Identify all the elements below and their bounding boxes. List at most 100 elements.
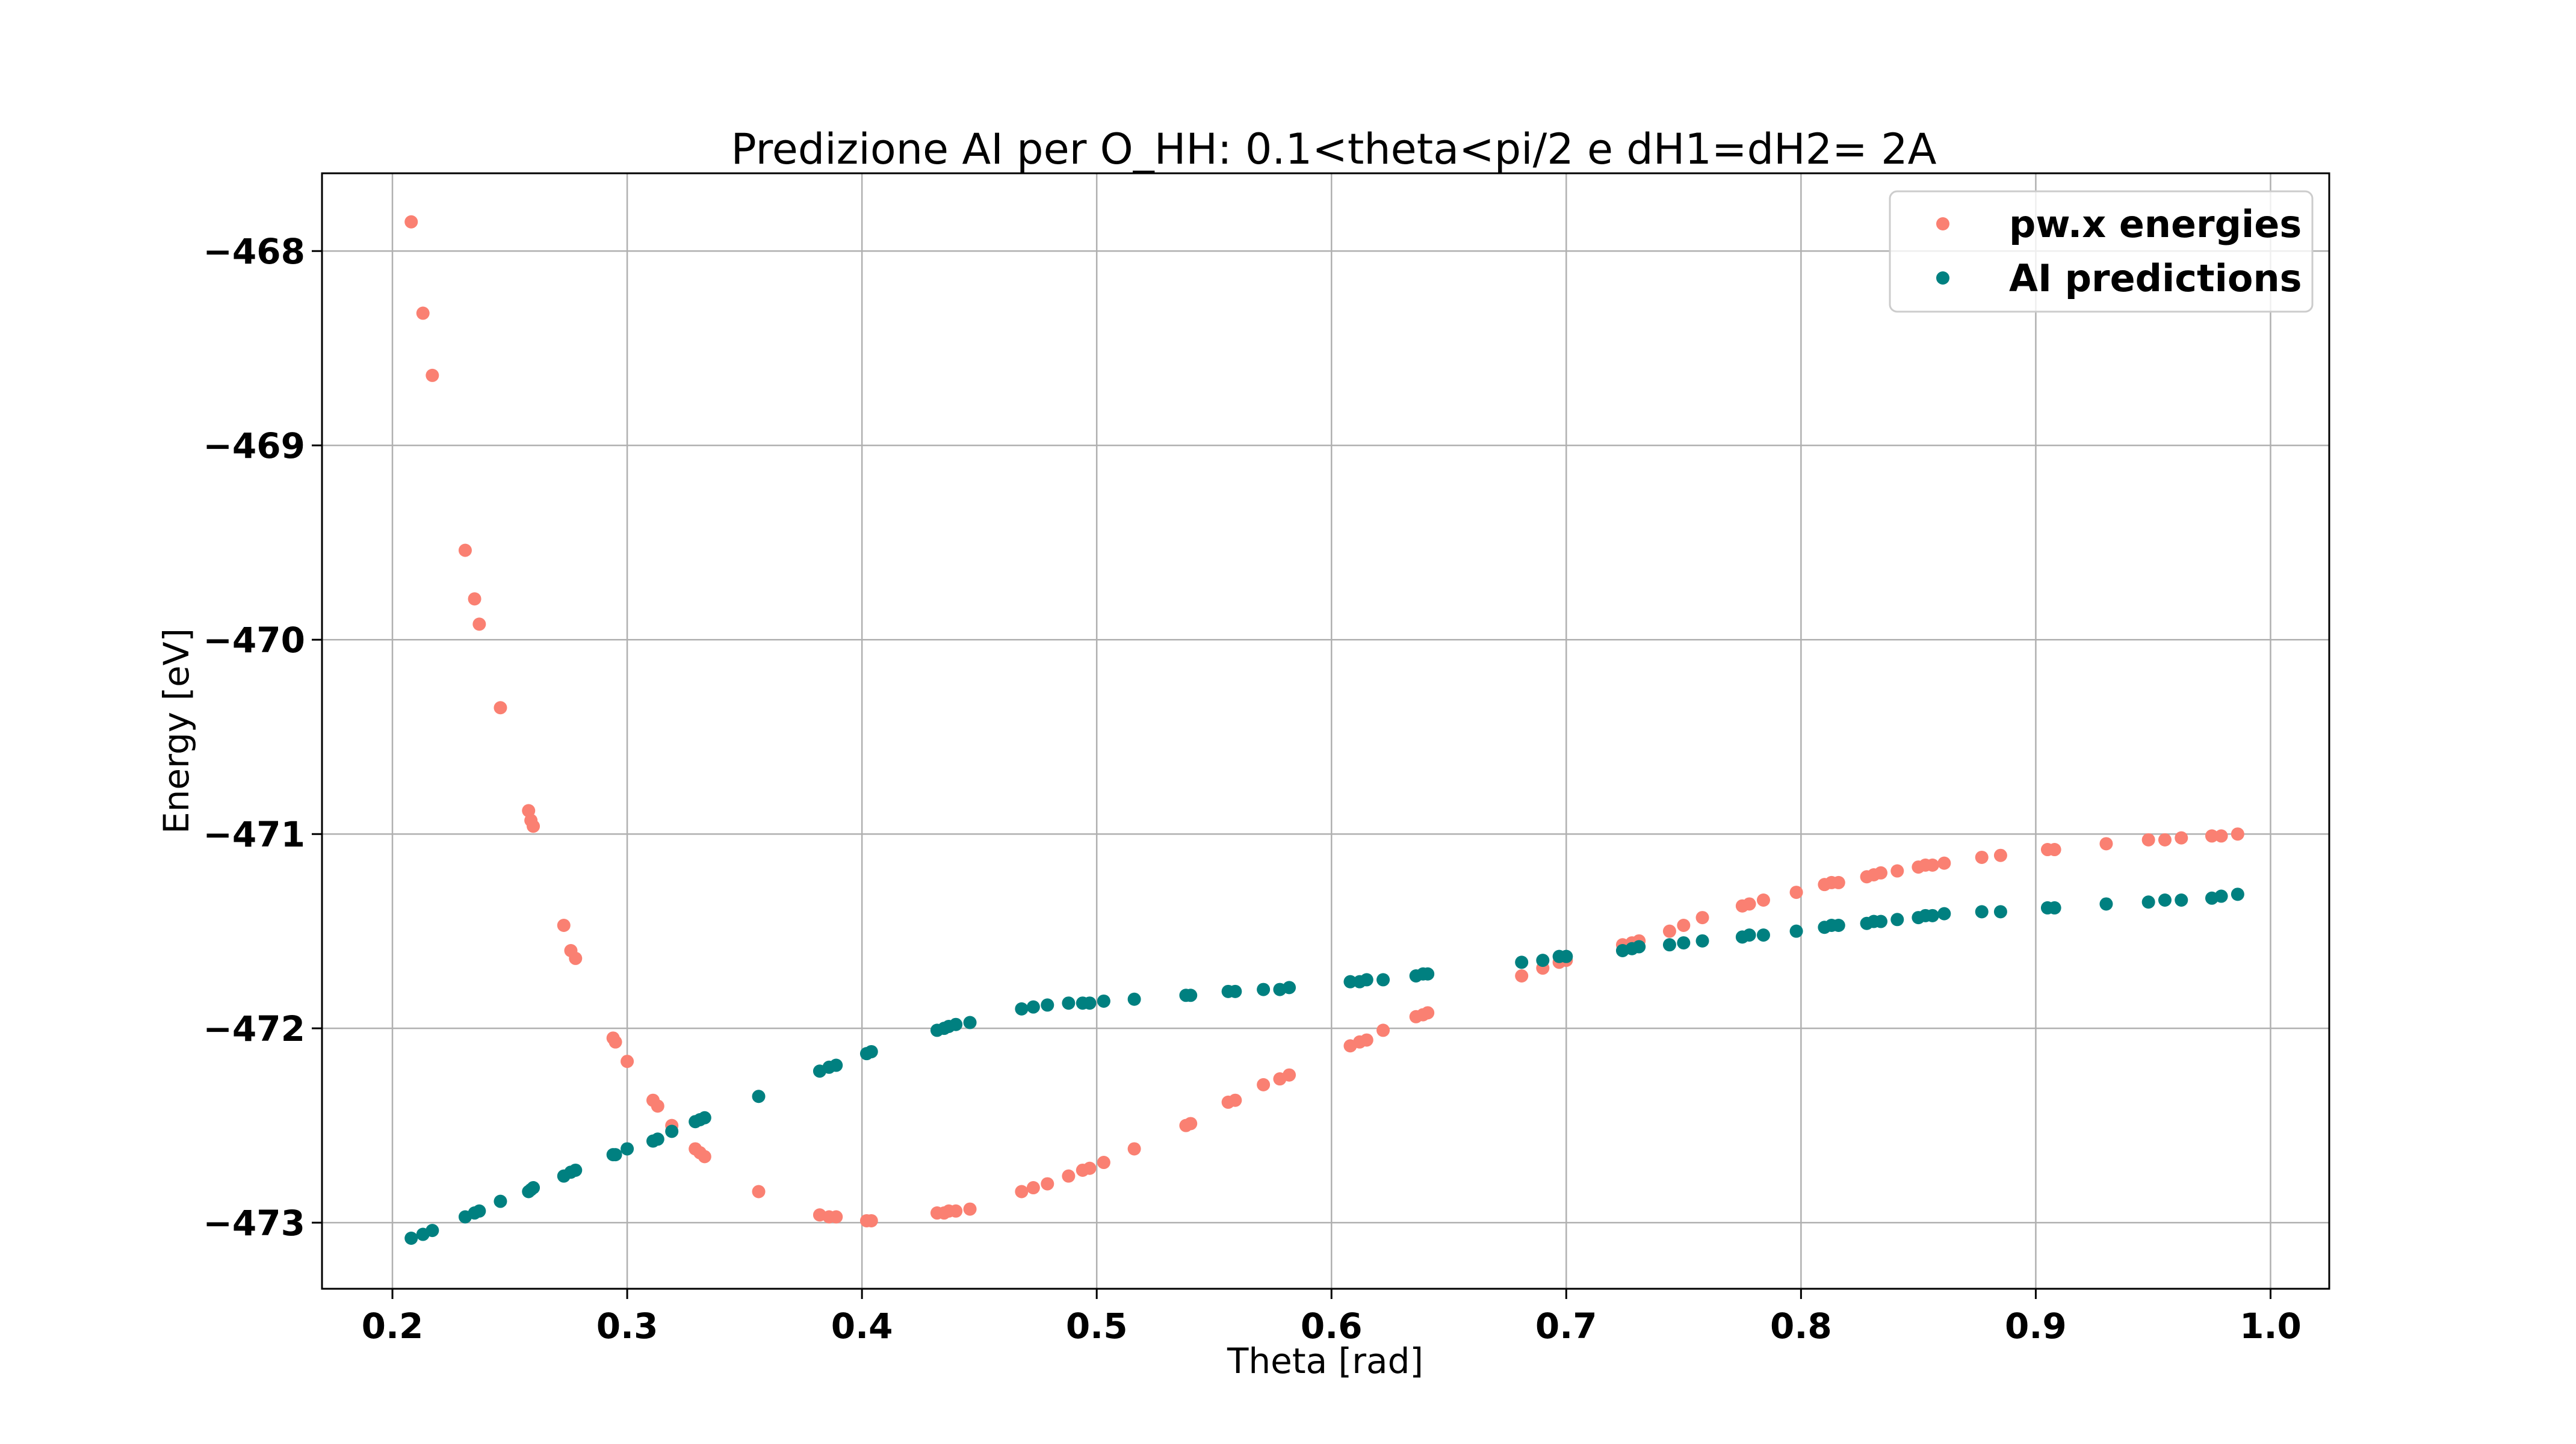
- data-point: [2141, 833, 2155, 847]
- data-point: [1421, 1006, 1435, 1020]
- data-point: [1677, 936, 1691, 950]
- data-point: [1083, 996, 1097, 1010]
- data-point: [1632, 940, 1646, 954]
- data-point: [621, 1142, 634, 1156]
- data-point: [651, 1132, 664, 1146]
- data-points: [404, 215, 2244, 1245]
- data-point: [829, 1058, 843, 1072]
- data-point: [416, 306, 430, 320]
- legend-label: pw.x energies: [2009, 202, 2302, 246]
- legend: pw.x energies AI predictions: [1889, 190, 2314, 313]
- series-2: [404, 887, 2244, 1245]
- plot-frame: [321, 172, 2330, 1290]
- data-point: [472, 617, 486, 631]
- data-point: [2175, 893, 2188, 907]
- data-point: [2175, 831, 2188, 845]
- y-tick-label: −471: [203, 814, 305, 855]
- data-point: [1925, 858, 1939, 872]
- data-point: [1874, 915, 1887, 928]
- data-point: [1026, 1181, 1040, 1195]
- data-point: [1756, 893, 1770, 907]
- data-point: [949, 1017, 963, 1031]
- x-tick-label: 0.2: [362, 1306, 424, 1347]
- data-point: [2099, 897, 2113, 911]
- legend-box: [1889, 190, 2314, 313]
- x-tick-label: 0.9: [2005, 1306, 2067, 1347]
- data-point: [608, 1148, 622, 1162]
- data-point: [651, 1099, 664, 1113]
- data-point: [1937, 907, 1951, 921]
- data-point: [1015, 1002, 1029, 1016]
- data-point: [829, 1210, 843, 1224]
- data-point: [468, 592, 481, 606]
- data-point: [1015, 1185, 1029, 1199]
- data-point: [621, 1055, 634, 1069]
- data-point: [1026, 1000, 1040, 1014]
- data-point: [864, 1044, 878, 1058]
- data-point: [1975, 850, 1989, 864]
- data-point: [1062, 1169, 1076, 1183]
- data-point: [557, 918, 571, 932]
- data-point: [1184, 989, 1198, 1002]
- data-point: [608, 1035, 622, 1049]
- data-point: [698, 1150, 711, 1164]
- data-point: [1756, 928, 1770, 942]
- x-tick-label: 0.3: [596, 1306, 658, 1347]
- data-point: [1283, 981, 1296, 995]
- data-point: [1515, 969, 1529, 983]
- x-tick-label: 0.7: [1535, 1306, 1597, 1347]
- data-point: [2231, 827, 2244, 841]
- data-point: [426, 1224, 439, 1238]
- data-point: [1083, 1161, 1097, 1175]
- data-point: [1360, 1033, 1373, 1047]
- data-point: [569, 951, 583, 965]
- data-point: [569, 1163, 583, 1177]
- data-point: [527, 819, 540, 833]
- y-axis-label: Energy [eV]: [156, 628, 197, 834]
- data-point: [1097, 1156, 1110, 1170]
- data-point: [2214, 889, 2228, 903]
- data-point: [1789, 886, 1803, 899]
- legend-marker: [1936, 217, 1949, 230]
- data-point: [1376, 973, 1390, 987]
- data-point: [1041, 1177, 1054, 1191]
- data-point: [1536, 954, 1550, 967]
- x-tick-label: 0.8: [1770, 1306, 1832, 1347]
- data-point: [1695, 934, 1709, 948]
- data-point: [1890, 864, 1904, 878]
- data-point: [1228, 1093, 1242, 1107]
- data-point: [963, 1016, 977, 1029]
- y-tick-label: −470: [203, 620, 305, 661]
- y-tick-label: −473: [203, 1203, 305, 1244]
- data-point: [472, 1204, 486, 1218]
- data-point: [864, 1214, 878, 1227]
- data-point: [1975, 905, 1989, 919]
- data-point: [2158, 833, 2172, 847]
- chart-title: Predizione AI per O_HH: 0.1<theta<pi/2 e…: [731, 125, 1937, 174]
- data-point: [1515, 955, 1529, 969]
- data-point: [698, 1111, 711, 1125]
- x-axis-label: Theta [rad]: [1227, 1341, 1423, 1381]
- data-point: [949, 1204, 963, 1218]
- data-point: [458, 543, 472, 557]
- data-point: [2048, 901, 2061, 915]
- data-point: [1937, 856, 1951, 870]
- data-point: [752, 1185, 766, 1199]
- x-tick-label: 0.5: [1066, 1306, 1128, 1347]
- y-tick-label: −472: [203, 1008, 305, 1049]
- data-point: [1228, 984, 1242, 998]
- x-tick-label: 0.4: [831, 1306, 893, 1347]
- data-point: [1695, 911, 1709, 925]
- data-point: [494, 701, 507, 715]
- data-point: [1062, 996, 1076, 1010]
- data-point: [1360, 973, 1373, 987]
- data-point: [1559, 949, 1573, 963]
- data-point: [527, 1181, 540, 1195]
- y-tick-label: −468: [203, 231, 305, 272]
- data-point: [1343, 975, 1357, 989]
- data-point: [426, 368, 439, 382]
- data-point: [752, 1090, 766, 1103]
- data-point: [1831, 875, 1845, 889]
- data-point: [2158, 893, 2172, 907]
